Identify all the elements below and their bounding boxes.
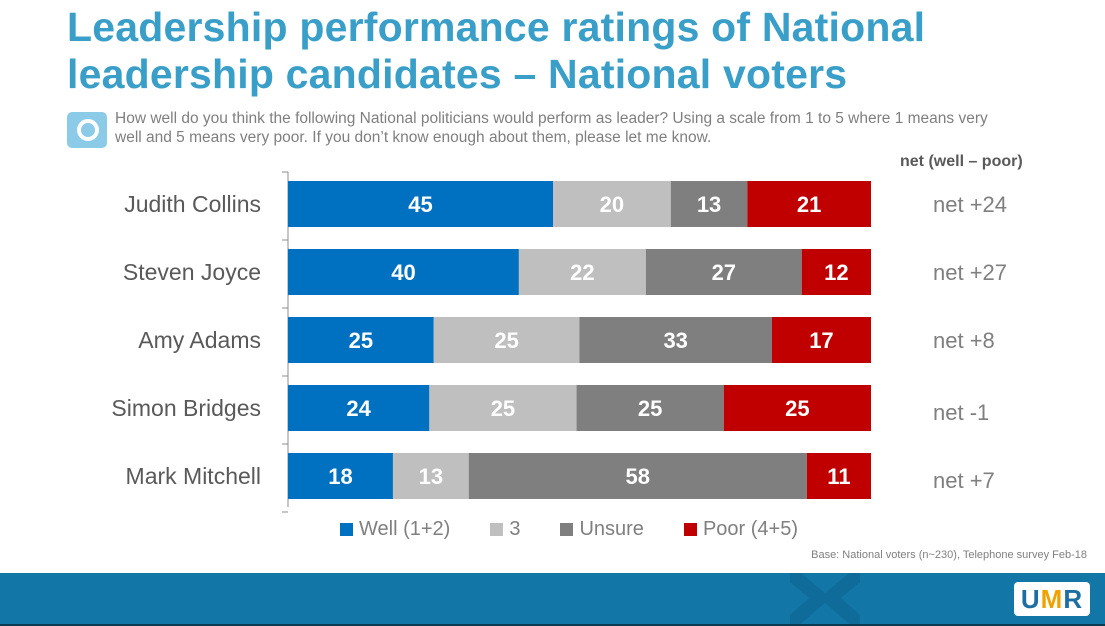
legend-item-unsure: Unsure xyxy=(560,518,644,541)
legend-label-poor: Poor (4+5) xyxy=(702,518,798,540)
footer-line xyxy=(0,624,1105,626)
legend-swatch-unsure xyxy=(560,523,574,536)
bar-segment-unsure xyxy=(576,385,724,431)
net-label: net +24 xyxy=(933,192,1007,217)
legend-label-well: Well (1+2) xyxy=(359,518,451,540)
bar-segment-unsure xyxy=(670,181,748,227)
bar-segment-well xyxy=(288,385,430,431)
net-label: net +27 xyxy=(933,260,1007,285)
bar-segment-poor xyxy=(771,317,871,363)
data-label-well: 25 xyxy=(349,328,373,353)
bar-segment-3 xyxy=(429,385,577,431)
legend-swatch-well xyxy=(340,523,353,536)
category-label: Amy Adams xyxy=(138,327,261,353)
legend-label-unsure: Unsure xyxy=(579,518,644,540)
net-column-header: net (well – poor) xyxy=(900,153,1023,170)
bar-segment-well xyxy=(288,249,519,295)
data-label-poor: 17 xyxy=(809,328,833,353)
bar-segment-unsure xyxy=(579,317,772,363)
data-label-3: 25 xyxy=(494,328,518,353)
bar-segment-well xyxy=(288,453,393,499)
net-label: net +8 xyxy=(933,328,995,353)
bar-segment-unsure xyxy=(645,249,802,295)
data-label-unsure: 33 xyxy=(663,328,687,353)
data-label-well: 45 xyxy=(408,192,432,217)
base-note: Base: National voters (n~230), Telephone… xyxy=(811,549,1087,561)
data-label-unsure: 13 xyxy=(697,192,721,217)
legend-item-well: Well (1+2) xyxy=(340,518,450,541)
chart-legend: Well (1+2) 3 Unsure Poor (4+5) xyxy=(340,518,798,541)
net-label: net +7 xyxy=(933,468,995,493)
legend-swatch-poor xyxy=(683,523,697,536)
data-label-3: 22 xyxy=(570,260,594,285)
legend-label-3: 3 xyxy=(509,518,521,540)
footer-decoration xyxy=(790,573,860,624)
bar-segment-3 xyxy=(518,249,646,295)
data-label-poor: 12 xyxy=(824,260,848,285)
data-label-poor: 25 xyxy=(785,396,809,421)
data-label-unsure: 58 xyxy=(626,464,650,489)
bar-segment-3 xyxy=(553,181,671,227)
data-label-well: 18 xyxy=(328,464,352,489)
category-label: Mark Mitchell xyxy=(126,463,261,489)
bar-segment-poor xyxy=(747,181,871,227)
data-label-unsure: 27 xyxy=(712,260,736,285)
bar-segment-well xyxy=(288,317,434,363)
bar-segment-well xyxy=(288,181,553,227)
net-label: net -1 xyxy=(933,400,989,425)
bar-segment-3 xyxy=(392,453,469,499)
legend-item-3: 3 xyxy=(490,518,520,541)
title-line-2: leadership candidates – National voters xyxy=(67,51,848,97)
category-label: Simon Bridges xyxy=(111,395,261,421)
data-label-well: 24 xyxy=(346,396,371,421)
bar-segment-poor xyxy=(801,249,871,295)
data-label-poor: 11 xyxy=(827,464,850,489)
legend-item-poor: Poor (4+5) xyxy=(683,518,798,541)
category-label: Steven Joyce xyxy=(123,259,261,285)
bar-segment-unsure xyxy=(468,453,807,499)
footer-band xyxy=(0,573,1105,624)
page-title: Leadership performance ratings of Nation… xyxy=(67,4,925,98)
legend-swatch-3 xyxy=(490,523,504,536)
question-text: How well do you think the following Nati… xyxy=(115,110,988,146)
data-label-3: 13 xyxy=(419,464,443,489)
category-label: Judith Collins xyxy=(124,191,261,217)
title-line-1: Leadership performance ratings of Nation… xyxy=(67,4,926,50)
data-label-well: 40 xyxy=(391,260,415,285)
bar-segment-poor xyxy=(723,385,871,431)
data-label-3: 20 xyxy=(600,192,624,217)
question-icon xyxy=(67,112,107,148)
bar-segment-3 xyxy=(433,317,580,363)
data-label-3: 25 xyxy=(491,396,515,421)
bar-segment-poor xyxy=(806,453,871,499)
data-label-unsure: 25 xyxy=(638,396,662,421)
data-label-poor: 21 xyxy=(797,192,821,217)
umr-logo: UMR xyxy=(1014,582,1090,616)
